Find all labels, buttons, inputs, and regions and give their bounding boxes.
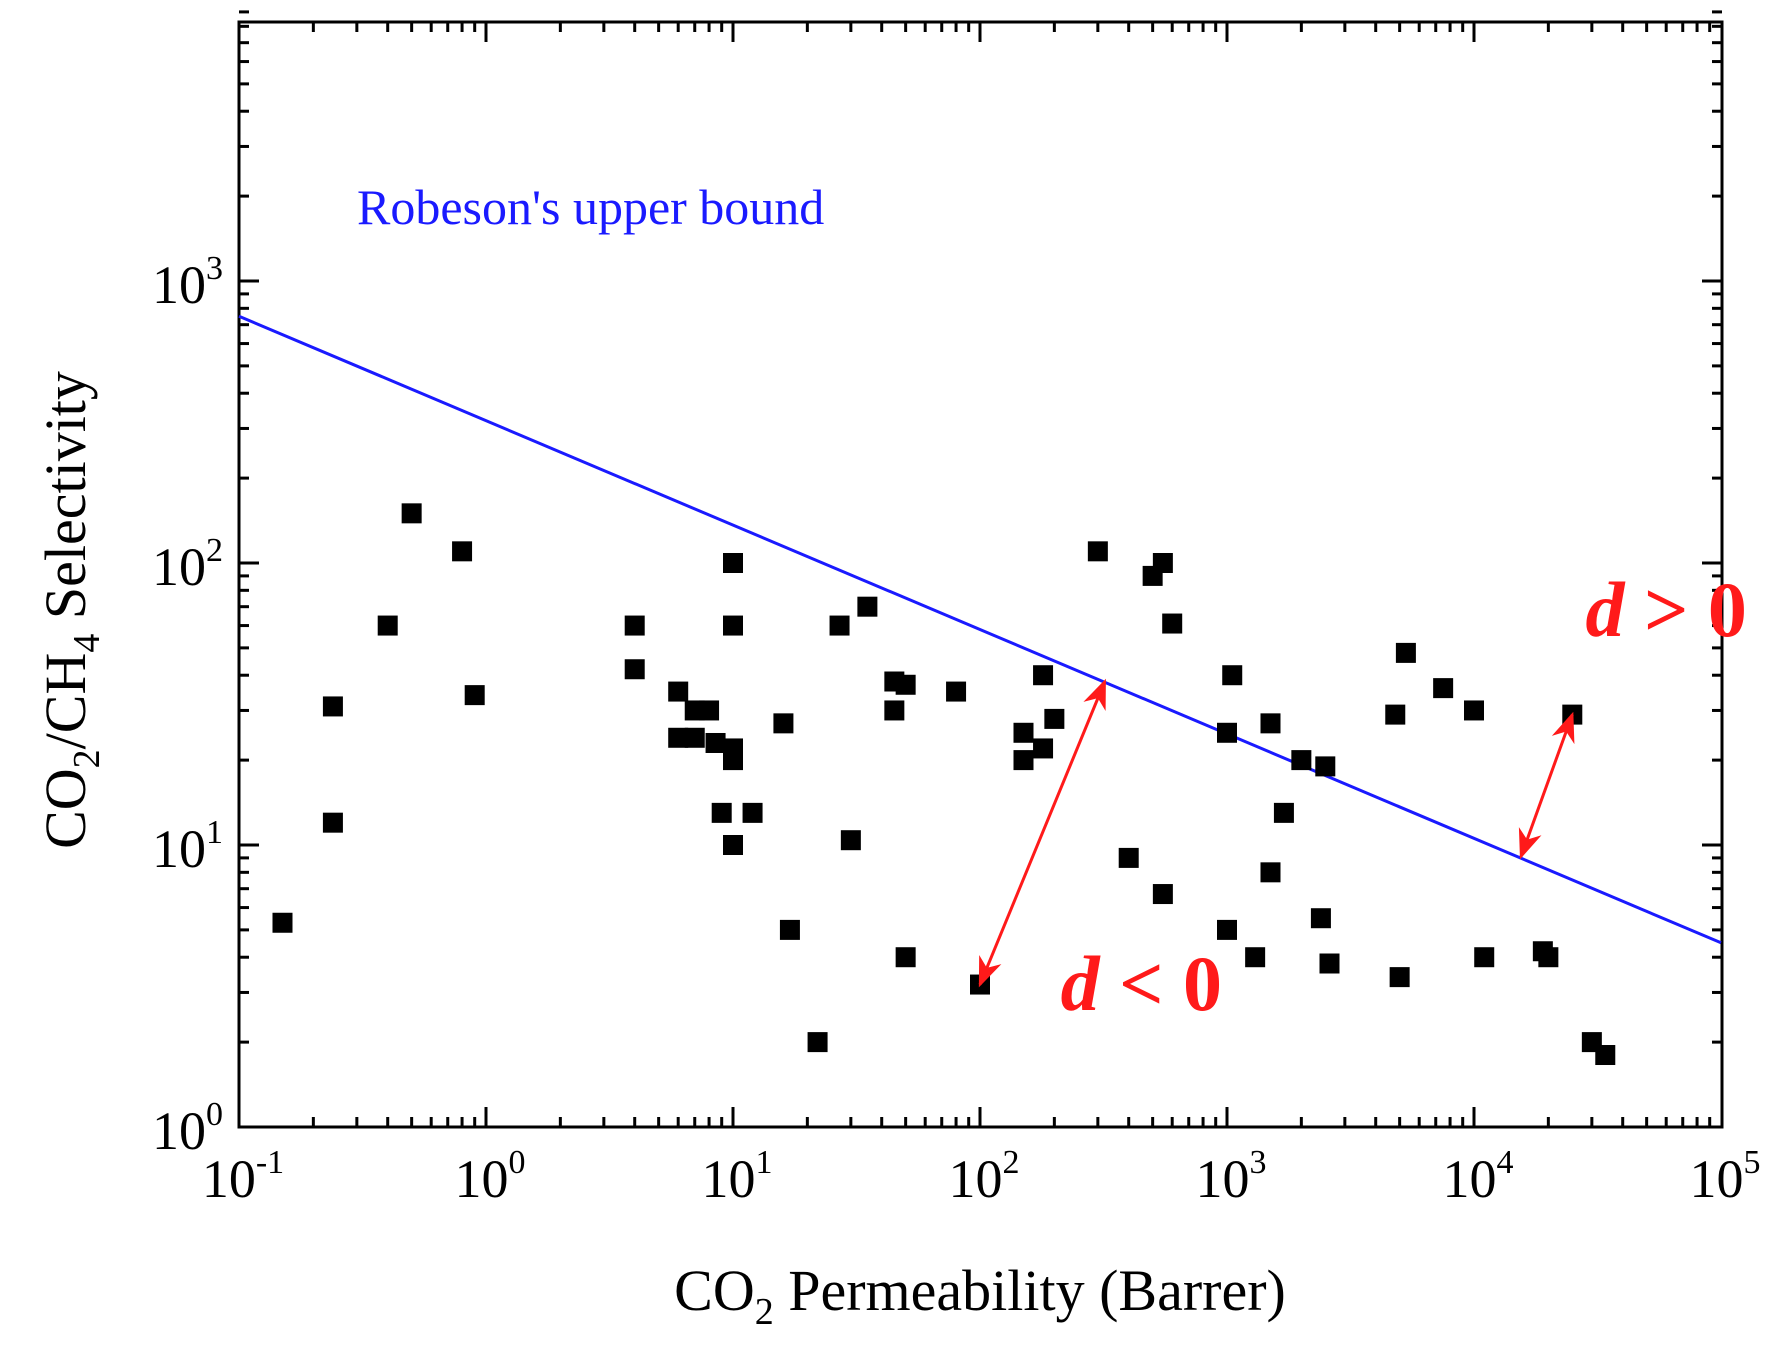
data-point [742, 802, 763, 823]
data-point [1395, 642, 1416, 663]
data-point [401, 503, 422, 524]
data-point [1044, 708, 1065, 729]
data-point [322, 812, 343, 833]
x-tick-label: 101 [702, 1144, 773, 1209]
data-point [857, 596, 878, 617]
distance-label: d > 0 [1585, 566, 1746, 653]
y-tick-label: 101 [152, 814, 223, 879]
data-point [377, 615, 398, 636]
x-tick-label: 105 [1690, 1144, 1761, 1209]
data-point [884, 700, 905, 721]
data-point [1474, 947, 1495, 968]
x-tick-label: 10-1 [202, 1144, 284, 1209]
data-point [1217, 919, 1237, 940]
data-point [723, 750, 743, 771]
data-point [1260, 862, 1281, 883]
x-axis-label: CO2 Permeability (Barrer) [674, 1258, 1286, 1333]
data-point [1389, 967, 1410, 988]
data-point [452, 541, 473, 562]
data-point [1013, 750, 1034, 771]
data-point [1087, 541, 1108, 562]
data-point [1260, 713, 1281, 734]
data-point [723, 615, 743, 636]
data-point [1217, 722, 1237, 743]
data-point [1162, 613, 1183, 634]
data-point [1033, 738, 1054, 759]
data-point [1433, 678, 1454, 699]
data-point [1319, 953, 1340, 974]
upper-bound-line [238, 314, 1722, 945]
data-point [699, 700, 720, 721]
data-point [1464, 700, 1484, 721]
data-point [779, 919, 800, 940]
data-point [668, 727, 689, 748]
distance-arrow [1518, 711, 1575, 860]
x-tick-label: 102 [949, 1144, 1020, 1209]
data-point [624, 659, 645, 680]
data-points [272, 503, 1616, 1066]
data-point [895, 674, 916, 695]
y-tick-label: 103 [152, 250, 223, 315]
y-axis-label: CO2/CH4 Selectivity [33, 371, 108, 849]
data-point [1315, 756, 1336, 777]
axis-ticks [237, 10, 1722, 1129]
distance-arrow [978, 678, 1107, 988]
upper-bound-label: Robeson's upper bound [357, 179, 824, 235]
data-point [723, 835, 743, 855]
y-tick-label: 100 [152, 1096, 223, 1161]
data-point [1152, 553, 1173, 573]
data-point [684, 727, 705, 748]
x-tick-label: 100 [455, 1144, 526, 1209]
annotations: d < 0 d > 0 [978, 566, 1747, 1027]
x-tick-label: 103 [1196, 1144, 1267, 1209]
data-point [705, 732, 726, 753]
data-point [1033, 665, 1054, 686]
data-point [723, 553, 743, 573]
data-point [840, 830, 861, 851]
data-point [272, 912, 293, 933]
data-point [1291, 750, 1312, 771]
data-point [1152, 884, 1173, 905]
data-point [322, 696, 343, 717]
data-point [829, 615, 850, 636]
data-point [1538, 947, 1559, 968]
data-point [807, 1032, 828, 1053]
data-point [895, 947, 916, 968]
data-point [1310, 908, 1331, 929]
data-point [1245, 947, 1266, 968]
data-point [1273, 802, 1294, 823]
x-tick-labels: 10-1 100 101 102 103 104 105 [202, 1144, 1761, 1209]
data-point [711, 802, 732, 823]
data-point [1385, 704, 1406, 725]
y-tick-label: 102 [152, 532, 223, 597]
data-point [1118, 847, 1139, 868]
distance-label: d < 0 [1061, 940, 1222, 1027]
y-tick-labels: 100 101 102 103 [152, 250, 223, 1161]
data-point [668, 681, 689, 702]
data-point [946, 681, 967, 702]
data-point [1013, 722, 1034, 743]
data-point [773, 713, 794, 734]
data-point [464, 685, 485, 706]
data-point [1222, 665, 1243, 686]
data-point [624, 615, 645, 636]
data-point [1595, 1045, 1616, 1066]
x-tick-label: 104 [1443, 1144, 1514, 1209]
